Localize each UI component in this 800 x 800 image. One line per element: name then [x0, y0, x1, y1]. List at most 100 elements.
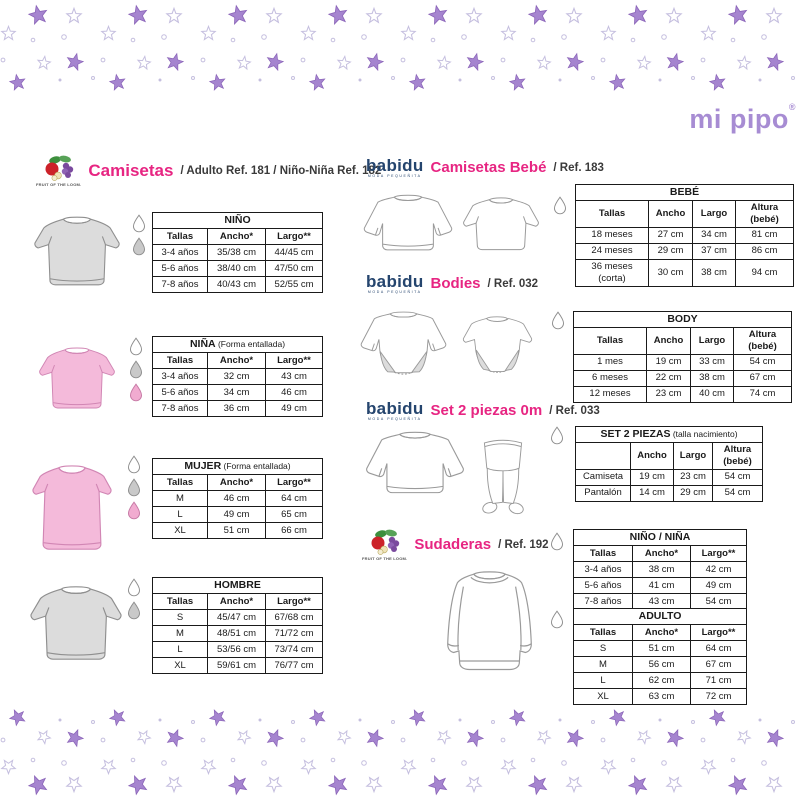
table-cell: 19 cm: [646, 353, 691, 371]
body-long-sleeve-image: [360, 311, 447, 375]
column-header: Tallas: [575, 200, 649, 228]
table-row: S 51 cm 64 cm: [573, 640, 747, 658]
table-cell: 59/61 cm: [207, 657, 266, 675]
fruit-cluster-icon: [44, 154, 74, 181]
table-row: XL 51 cm 66 cm: [152, 522, 323, 540]
table-cell: 49 cm: [265, 400, 323, 418]
table-row: S 45/47 cm 67/68 cm: [152, 609, 323, 627]
table-cell: 46 cm: [265, 384, 323, 402]
table-title: SET 2 PIEZAS (talla nacimiento): [575, 425, 763, 444]
table-cell: 5-6 años: [152, 260, 208, 278]
table-cell: 23 cm: [673, 468, 713, 486]
table-cell: 52/55 cm: [265, 276, 323, 294]
baby-shirt-short-sleeve-image: [463, 197, 539, 251]
water-drop-icon: [127, 455, 141, 474]
size-table-hombre: HOMBRE Tallas Ancho* Largo** S 45/47 cm 67/68 …: [152, 576, 323, 675]
size-table: NIÑO / NIÑA Tallas Ancho* Largo** 3-4 años 38…: [573, 528, 747, 611]
water-drop-icon: [553, 196, 567, 215]
care-icons-sudadera-nino: [549, 532, 565, 551]
sweatshirt-image: [447, 571, 532, 671]
care-icons-sudadera-adulto: [549, 610, 565, 629]
table-cell: 40/43 cm: [207, 276, 266, 294]
table-cell: 47/50 cm: [265, 260, 323, 278]
care-icons-mujer: [126, 455, 142, 520]
table-row: M 56 cm 67 cm: [573, 656, 747, 674]
table-header-row: Tallas Ancho Largo Altura (bebé): [573, 327, 792, 355]
table-cell: 71 cm: [690, 672, 747, 690]
table-title: ADULTO: [573, 607, 747, 626]
table-row: Pantalón 14 cm 29 cm 54 cm: [575, 484, 763, 502]
table-cell: 67 cm: [690, 656, 747, 674]
table-cell: 49 cm: [207, 506, 266, 524]
table-cell: 35/38 cm: [207, 244, 266, 262]
fruit-cluster-icon: [370, 528, 400, 555]
table-cell: 30 cm: [648, 258, 693, 287]
table-cell: 76/77 cm: [265, 657, 323, 675]
water-drop-icon: [550, 426, 564, 445]
table-cell: 19 cm: [630, 468, 674, 486]
section-subtitle: / Ref. 192: [498, 538, 549, 551]
table-cell: 73/74 cm: [265, 641, 323, 659]
star-border-top: [0, 0, 800, 96]
size-table: NIÑO Tallas Ancho* Largo** 3-4 años 35/38 cm 4…: [152, 211, 323, 294]
column-header: Largo**: [265, 228, 323, 246]
column-header: Tallas: [152, 593, 208, 611]
size-table-nina: NIÑA (Forma entallada) Tallas Ancho* Largo*…: [152, 335, 323, 418]
column-header: Ancho*: [207, 228, 266, 246]
size-table: BODY Tallas Ancho Largo Altura (bebé) 1 mes 19…: [573, 310, 792, 403]
table-row: 18 meses 27 cm 34 cm 81 cm: [575, 226, 794, 244]
table-cell: 14 cm: [630, 484, 674, 502]
table-cell: 5-6 años: [573, 577, 633, 595]
column-header: Largo**: [690, 545, 747, 563]
table-row: 6 meses 22 cm 38 cm 67 cm: [573, 369, 792, 387]
table-cell: 45/47 cm: [207, 609, 266, 627]
water-drop-icon: [127, 501, 141, 520]
table-cell: 34 cm: [207, 384, 266, 402]
table-cell: 72 cm: [690, 688, 747, 706]
water-drop-icon: [129, 383, 143, 402]
column-header: Ancho*: [207, 593, 266, 611]
section-header-sudaderas: FRUIT OF THE LOOM. Sudaderas / Ref. 192: [362, 528, 549, 561]
water-drop-icon: [127, 478, 141, 497]
table-title: BODY: [573, 310, 792, 329]
column-header: Altura (bebé): [733, 327, 792, 355]
table-cell: 66 cm: [265, 522, 323, 540]
table-row: M 46 cm 64 cm: [152, 490, 323, 508]
table-cell: 65 cm: [265, 506, 323, 524]
table-cell: 24 meses: [575, 242, 649, 260]
water-drop-icon: [132, 214, 146, 233]
table-cell: 38 cm: [692, 258, 736, 287]
care-icons-nina: [128, 337, 144, 402]
table-cell: 40 cm: [690, 385, 734, 403]
column-header: Tallas: [152, 474, 208, 492]
table-row: 7-8 años 36 cm 49 cm: [152, 400, 323, 418]
table-cell: 38 cm: [632, 561, 691, 579]
table-cell: 38/40 cm: [207, 260, 266, 278]
column-header: Largo: [690, 327, 734, 355]
column-header: Tallas: [573, 327, 647, 355]
table-row: L 53/56 cm 73/74 cm: [152, 641, 323, 659]
table-cell: 67/68 cm: [265, 609, 323, 627]
babidu-logo: babidu MODA PEQUEÑITA: [366, 399, 424, 421]
water-drop-icon: [129, 360, 143, 379]
section-subtitle: / Ref. 032: [487, 277, 539, 290]
table-row: 7-8 años 40/43 cm 52/55 cm: [152, 276, 323, 294]
column-header: Tallas: [573, 624, 633, 642]
table-row: 3-4 años 32 cm 43 cm: [152, 368, 323, 386]
registered-mark: ®: [788, 102, 796, 112]
table-cell: S: [152, 609, 208, 627]
fruit-of-the-loom-logo: FRUIT OF THE LOOM.: [36, 154, 81, 187]
table-cell: 32 cm: [207, 368, 266, 386]
water-drop-icon: [132, 237, 146, 256]
table-cell: 5-6 años: [152, 384, 208, 402]
table-cell: 37 cm: [692, 242, 736, 260]
care-icons-hombre: [126, 578, 142, 620]
column-header: Ancho*: [632, 624, 691, 642]
table-title: NIÑO: [152, 211, 323, 230]
column-header: Ancho*: [207, 352, 266, 370]
table-cell: 33 cm: [690, 353, 734, 371]
table-cell: 29 cm: [648, 242, 693, 260]
table-row: M 48/51 cm 71/72 cm: [152, 625, 323, 643]
babidu-logo: babidu MODA PEQUEÑITA: [366, 272, 424, 294]
water-drop-icon: [127, 601, 141, 620]
